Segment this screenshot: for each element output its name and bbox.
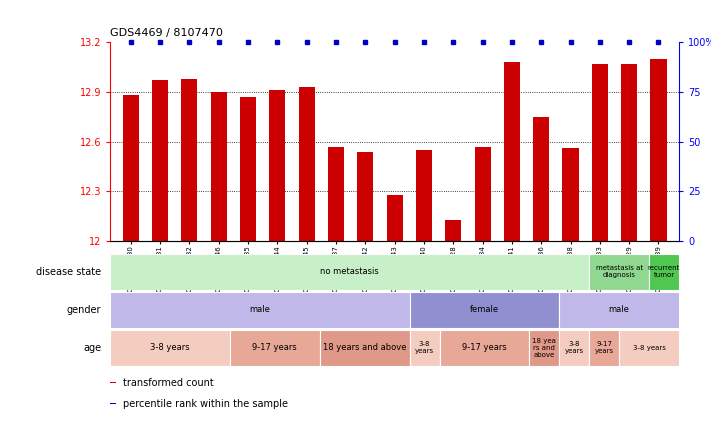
Bar: [123, 95, 139, 241]
Bar: [560, 292, 679, 328]
Bar: [410, 330, 439, 366]
Text: transformed count: transformed count: [123, 378, 213, 388]
Bar: [416, 150, 432, 241]
Bar: [110, 292, 410, 328]
Bar: [240, 97, 256, 241]
Text: 18 years and above: 18 years and above: [323, 343, 407, 352]
Text: 3-8 years: 3-8 years: [633, 345, 665, 351]
Bar: [110, 403, 117, 404]
Bar: [387, 195, 402, 241]
Bar: [621, 64, 637, 241]
Text: female: female: [470, 305, 499, 314]
Text: no metastasis: no metastasis: [321, 267, 379, 276]
Bar: [357, 151, 373, 241]
Bar: [651, 59, 666, 241]
Bar: [533, 117, 550, 241]
Bar: [299, 87, 315, 241]
Bar: [152, 80, 168, 241]
Text: recurrent
tumor: recurrent tumor: [648, 265, 680, 278]
Text: 3-8 years: 3-8 years: [150, 343, 190, 352]
Bar: [110, 330, 230, 366]
Text: 3-8
years: 3-8 years: [565, 341, 584, 354]
Text: 3-8
years: 3-8 years: [415, 341, 434, 354]
Bar: [181, 79, 198, 241]
Text: 18 yea
rs and
above: 18 yea rs and above: [533, 338, 556, 358]
Bar: [589, 330, 619, 366]
Text: age: age: [83, 343, 101, 353]
Bar: [110, 382, 117, 383]
Bar: [439, 330, 529, 366]
Bar: [410, 292, 560, 328]
Bar: [320, 330, 410, 366]
Bar: [110, 254, 589, 290]
Bar: [529, 330, 560, 366]
Bar: [210, 92, 227, 241]
Text: metastasis at
diagnosis: metastasis at diagnosis: [596, 265, 643, 278]
Text: GDS4469 / 8107470: GDS4469 / 8107470: [110, 28, 223, 38]
Bar: [562, 148, 579, 241]
Bar: [504, 62, 520, 241]
Text: gender: gender: [67, 305, 101, 315]
Bar: [230, 330, 320, 366]
Text: 9-17 years: 9-17 years: [252, 343, 297, 352]
Bar: [445, 220, 461, 241]
Text: disease state: disease state: [36, 267, 101, 277]
Text: male: male: [250, 305, 270, 314]
Text: 9-17
years: 9-17 years: [594, 341, 614, 354]
Bar: [592, 64, 608, 241]
Bar: [649, 254, 679, 290]
Bar: [560, 330, 589, 366]
Bar: [269, 91, 285, 241]
Text: 9-17 years: 9-17 years: [462, 343, 507, 352]
Bar: [328, 147, 344, 241]
Bar: [474, 147, 491, 241]
Bar: [619, 330, 679, 366]
Text: percentile rank within the sample: percentile rank within the sample: [123, 399, 288, 409]
Text: male: male: [609, 305, 629, 314]
Bar: [589, 254, 649, 290]
